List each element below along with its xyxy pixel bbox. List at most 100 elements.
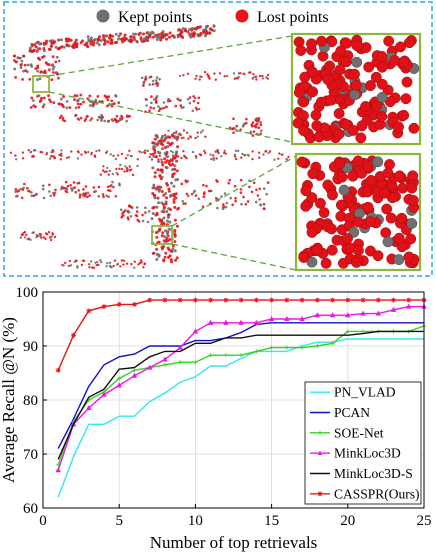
data-point	[314, 297, 320, 303]
series-line-0	[57, 338, 424, 498]
data-point	[300, 345, 305, 350]
data-point	[192, 297, 198, 303]
zoom-connector-1	[48, 35, 293, 77]
data-point	[177, 344, 183, 350]
point-cloud	[9, 24, 290, 269]
legend-label: CASSPR(Ours)	[334, 486, 420, 501]
series-line-1	[57, 322, 424, 449]
x-tick-label: 0	[39, 513, 47, 529]
chart-series	[55, 297, 427, 498]
data-point	[85, 404, 92, 411]
data-point	[238, 297, 244, 303]
legend-label: PCAN	[334, 405, 370, 420]
kept-points-marker	[96, 9, 110, 23]
data-point	[116, 301, 122, 307]
zoom-connector-2	[48, 91, 293, 143]
data-point	[147, 297, 153, 303]
data-point	[268, 315, 275, 322]
data-point	[253, 297, 259, 303]
panel-frame	[3, 1, 433, 277]
data-point	[116, 382, 123, 388]
data-point	[177, 297, 183, 303]
zoom-inset-1	[290, 32, 422, 146]
y-axis-label: Average Recall @N (%)	[0, 317, 18, 483]
data-point	[405, 303, 412, 309]
tick-labels: 0 5 10 15 20 25 60 70 80 90 100	[16, 285, 432, 529]
series-line-4	[57, 330, 424, 460]
data-point	[375, 297, 381, 303]
data-point	[162, 362, 167, 367]
data-point	[329, 312, 336, 318]
zoom-box-2	[151, 225, 173, 245]
data-point	[192, 328, 199, 334]
data-point	[344, 312, 351, 318]
x-tick-label: 15	[264, 513, 279, 529]
data-point	[117, 376, 122, 381]
data-point	[284, 297, 290, 303]
point-legend: Kept points Lost points	[96, 9, 329, 26]
data-point	[239, 353, 244, 358]
data-point	[299, 297, 305, 303]
data-point	[146, 364, 153, 370]
x-tick-label: 20	[340, 513, 355, 529]
zoom-connector-4	[171, 243, 297, 271]
data-point	[238, 319, 244, 325]
data-point	[101, 304, 107, 310]
data-point	[178, 360, 183, 365]
data-point	[86, 308, 92, 314]
zoom-inset-2	[294, 152, 422, 272]
data-point	[131, 301, 137, 307]
lost-points-label: Lost points	[257, 9, 329, 26]
data-point	[131, 372, 138, 378]
data-point	[207, 319, 214, 325]
legend-box	[304, 381, 422, 505]
data-point	[406, 297, 412, 303]
data-point	[55, 367, 61, 373]
lost-points-marker	[235, 9, 249, 23]
data-point	[223, 319, 229, 325]
data-point	[284, 345, 289, 350]
data-point	[162, 356, 168, 362]
recall-chart: 0 5 10 15 20 25 60 70 80 90 100 Number of top retri…	[0, 285, 432, 552]
legend-label: SOE-Net	[334, 425, 384, 440]
data-point	[330, 341, 335, 346]
data-point	[55, 467, 62, 473]
data-point	[223, 297, 229, 303]
y-tick-label: 60	[23, 501, 38, 517]
data-point	[315, 344, 320, 348]
data-point	[284, 315, 290, 322]
legend-label: MinkLoc3D-S	[334, 466, 413, 481]
kept-points-label: Kept points	[118, 9, 192, 26]
data-point	[208, 297, 214, 303]
y-tick-label: 100	[16, 285, 39, 301]
x-tick-label: 10	[188, 513, 203, 529]
data-point	[162, 297, 168, 303]
data-point	[70, 332, 76, 338]
data-point	[360, 310, 366, 316]
legend-label: MinkLoc3D	[334, 446, 401, 461]
y-tick-label: 90	[23, 339, 38, 355]
data-point	[345, 297, 351, 303]
x-axis-label: Number of top retrievals	[150, 533, 318, 552]
data-point	[208, 353, 213, 358]
data-point	[360, 297, 366, 303]
data-point	[330, 297, 336, 303]
y-tick-label: 70	[23, 447, 38, 463]
data-point	[269, 297, 275, 303]
data-point	[193, 360, 198, 365]
zoom-box-1	[32, 75, 50, 93]
data-point	[132, 368, 137, 373]
x-tick-label: 5	[115, 513, 123, 529]
point-cloud-panel: Kept points Lost points	[3, 1, 433, 277]
data-point	[391, 297, 397, 303]
data-point	[254, 349, 259, 354]
legend-label: PN_VLAD	[334, 385, 396, 400]
data-point	[253, 319, 260, 325]
data-point	[101, 391, 107, 397]
data-point	[375, 310, 382, 316]
data-point	[361, 329, 366, 334]
data-point	[345, 329, 350, 334]
data-point	[314, 312, 321, 318]
